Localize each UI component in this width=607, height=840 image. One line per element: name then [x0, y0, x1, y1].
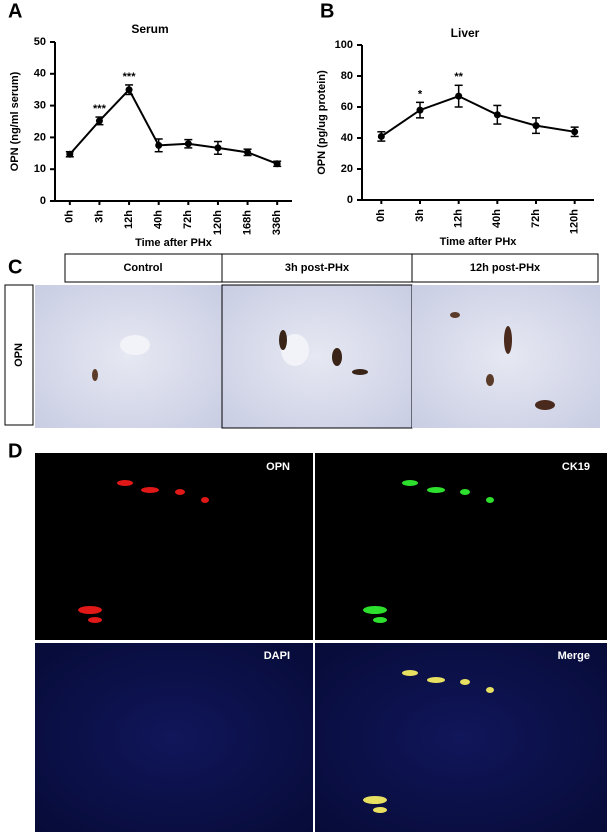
point — [155, 141, 163, 149]
image-label: DAPI — [264, 650, 290, 662]
fluor-image — [315, 643, 607, 832]
ihc-images — [35, 284, 600, 429]
y-tick-label: 60 — [341, 101, 353, 113]
stain — [279, 330, 287, 350]
panel-letter: B — [320, 0, 334, 22]
x-tick-label: 72h — [182, 210, 194, 229]
stain — [450, 312, 460, 318]
annotation: ** — [454, 71, 463, 83]
x-tick-label: 40h — [153, 210, 165, 229]
panel-letter: D — [8, 440, 22, 462]
header-box — [64, 253, 599, 283]
image-label: OPN — [266, 461, 290, 473]
point — [377, 132, 385, 140]
chart-title: Serum — [131, 22, 168, 36]
vessel — [281, 334, 309, 366]
x-tick-label: 336h — [271, 210, 283, 235]
point — [244, 148, 252, 156]
stain — [92, 369, 98, 381]
x-tick-label: 12h — [453, 209, 465, 228]
y-tick-label: 20 — [341, 163, 353, 175]
x-tick-label: 168h — [241, 210, 253, 235]
y-tick-label: 30 — [34, 100, 46, 112]
y-tick-label: 0 — [40, 195, 46, 207]
vessel — [120, 335, 150, 355]
point — [571, 128, 579, 136]
x-axis-label: Time after PHx — [440, 236, 518, 248]
x-tick-label: 3h — [414, 209, 426, 222]
fluor-image — [315, 453, 607, 640]
ihc-image — [221, 284, 413, 429]
row-label: OPN — [13, 343, 25, 367]
x-tick-label: 0h — [375, 209, 387, 222]
y-tick-label: 100 — [335, 39, 353, 51]
column-label: Control — [123, 262, 162, 274]
annotation: *** — [93, 103, 107, 115]
x-tick-label: 3h — [93, 210, 105, 223]
point — [66, 150, 74, 158]
panel-letter: A — [8, 0, 22, 22]
point — [95, 117, 103, 125]
y-tick-label: 40 — [341, 132, 353, 144]
stain — [352, 369, 368, 375]
x-tick-label: 72h — [530, 209, 542, 228]
point — [493, 111, 501, 119]
fluorescence-images — [35, 453, 607, 832]
fluor-image — [35, 453, 313, 640]
image-label: CK19 — [562, 461, 590, 473]
fluor-image — [35, 643, 313, 832]
ihc-image — [35, 285, 222, 428]
y-tick-label: 20 — [34, 131, 46, 143]
point — [214, 144, 222, 152]
y-tick-label: 40 — [34, 68, 46, 80]
ihc-image — [412, 285, 600, 428]
y-tick-label: 0 — [347, 194, 353, 206]
y-tick-label: 10 — [34, 163, 46, 175]
point — [455, 92, 463, 100]
y-tick-label: 80 — [341, 70, 353, 82]
row-box — [4, 284, 34, 426]
annotation: * — [418, 88, 423, 100]
x-tick-label: 120h — [569, 209, 581, 234]
chart-title: Liver — [451, 26, 480, 40]
y-tick-label: 50 — [34, 36, 46, 48]
point — [416, 106, 424, 114]
point — [125, 86, 133, 94]
point — [532, 122, 540, 130]
stain — [535, 400, 555, 410]
x-tick-label: 12h — [123, 210, 135, 229]
x-tick-label: 40h — [491, 209, 503, 228]
stain — [504, 326, 512, 354]
x-tick-label: 120h — [212, 210, 224, 235]
image-label: Merge — [558, 650, 590, 662]
x-tick-label: 0h — [64, 210, 76, 223]
x-axis-label: Time after PHx — [135, 237, 213, 249]
panel-letter: C — [8, 256, 22, 278]
y-axis-label: OPN (ng/ml serum) — [9, 71, 21, 171]
point — [273, 160, 281, 168]
line — [69, 88, 278, 165]
column-label: 3h post-PHx — [285, 262, 350, 274]
point — [184, 140, 192, 148]
annotation: *** — [123, 71, 137, 83]
stain — [332, 348, 342, 366]
line — [380, 95, 575, 138]
stain — [486, 374, 494, 386]
column-label: 12h post-PHx — [470, 262, 541, 274]
y-axis-label: OPN (pg/ug protein) — [316, 70, 328, 175]
